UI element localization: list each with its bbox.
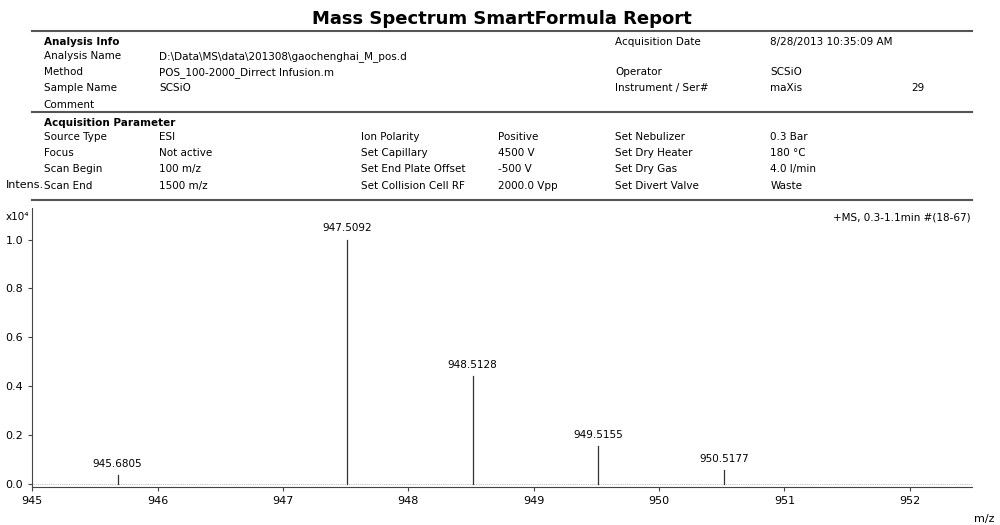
Text: 2000.0 Vpp: 2000.0 Vpp	[498, 181, 557, 191]
Text: Comment: Comment	[44, 100, 95, 110]
Text: 8/28/2013 10:35:09 AM: 8/28/2013 10:35:09 AM	[770, 37, 893, 47]
Text: Scan End: Scan End	[44, 181, 92, 191]
Text: Set Collision Cell RF: Set Collision Cell RF	[361, 181, 465, 191]
Text: Set Nebulizer: Set Nebulizer	[615, 132, 685, 142]
Text: 949.5155: 949.5155	[573, 429, 623, 439]
Text: Mass Spectrum SmartFormula Report: Mass Spectrum SmartFormula Report	[312, 9, 692, 28]
Text: 180 °C: 180 °C	[770, 148, 806, 158]
Text: SCSiO: SCSiO	[770, 67, 802, 77]
Text: Analysis Info: Analysis Info	[44, 37, 119, 47]
Text: 0.3 Bar: 0.3 Bar	[770, 132, 808, 142]
Text: Intens.: Intens.	[6, 180, 44, 190]
Text: 100 m/z: 100 m/z	[159, 164, 201, 174]
Text: 947.5092: 947.5092	[322, 224, 372, 234]
Text: Instrument / Ser#: Instrument / Ser#	[615, 83, 709, 93]
Text: Set Divert Valve: Set Divert Valve	[615, 181, 699, 191]
Text: 950.5177: 950.5177	[699, 454, 749, 464]
Text: x10⁴: x10⁴	[6, 212, 30, 222]
Text: SCSiO: SCSiO	[159, 83, 191, 93]
Text: Acquisition Date: Acquisition Date	[615, 37, 701, 47]
Text: Waste: Waste	[770, 181, 802, 191]
Text: Not active: Not active	[159, 148, 212, 158]
Text: Set End Plate Offset: Set End Plate Offset	[361, 164, 466, 174]
Text: Set Dry Heater: Set Dry Heater	[615, 148, 693, 158]
Text: ESI: ESI	[159, 132, 175, 142]
Text: Acquisition Parameter: Acquisition Parameter	[44, 118, 175, 128]
Text: 1500 m/z: 1500 m/z	[159, 181, 208, 191]
Text: D:\Data\MS\data\201308\gaochenghai_M_pos.d: D:\Data\MS\data\201308\gaochenghai_M_pos…	[159, 51, 407, 62]
Text: 4500 V: 4500 V	[498, 148, 534, 158]
Text: 29: 29	[911, 83, 925, 93]
Text: Scan Begin: Scan Begin	[44, 164, 102, 174]
Text: maXis: maXis	[770, 83, 802, 93]
Text: Focus: Focus	[44, 148, 73, 158]
Text: Set Capillary: Set Capillary	[361, 148, 428, 158]
Text: Operator: Operator	[615, 67, 662, 77]
Text: -500 V: -500 V	[498, 164, 531, 174]
Text: Sample Name: Sample Name	[44, 83, 117, 93]
Text: Set Dry Gas: Set Dry Gas	[615, 164, 677, 174]
Text: 4.0 l/min: 4.0 l/min	[770, 164, 816, 174]
Text: 948.5128: 948.5128	[448, 360, 498, 370]
Text: Ion Polarity: Ion Polarity	[361, 132, 420, 142]
Text: POS_100-2000_Dirrect Infusion.m: POS_100-2000_Dirrect Infusion.m	[159, 67, 334, 78]
Text: 945.6805: 945.6805	[93, 459, 142, 469]
Text: m/z: m/z	[974, 513, 995, 524]
Text: Source Type: Source Type	[44, 132, 106, 142]
Text: Method: Method	[44, 67, 83, 77]
Text: Analysis Name: Analysis Name	[44, 51, 121, 61]
Text: Positive: Positive	[498, 132, 538, 142]
Text: +MS, 0.3-1.1min #(18-67): +MS, 0.3-1.1min #(18-67)	[833, 212, 971, 222]
